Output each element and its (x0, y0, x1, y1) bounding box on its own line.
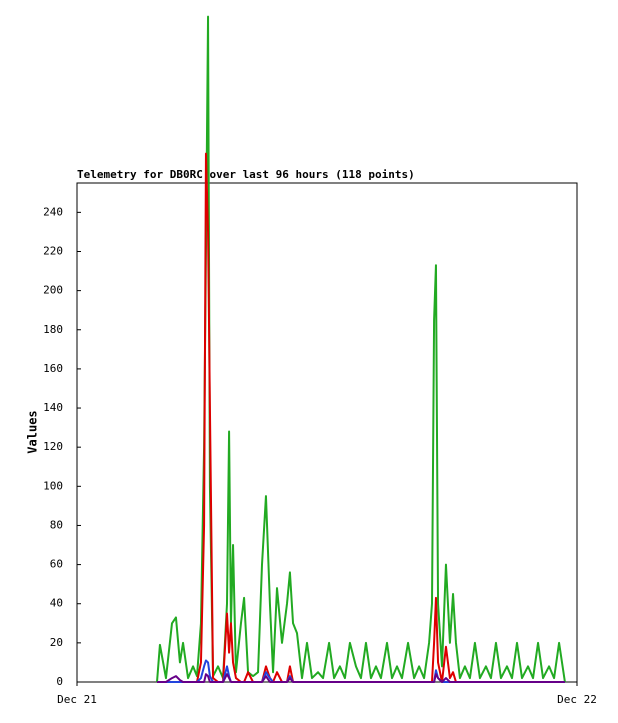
y-tick-label: 220 (43, 244, 63, 257)
y-tick-label: 40 (50, 597, 63, 610)
data-line (156, 15, 566, 683)
y-tick-label: 0 (56, 675, 63, 688)
y-tick-label: 140 (43, 401, 63, 414)
plot-frame (76, 182, 578, 683)
y-tick-label: 120 (43, 440, 63, 453)
y-axis-label: Values (26, 410, 40, 453)
data-line (157, 152, 565, 683)
y-tick-label: 20 (50, 636, 63, 649)
y-tick-label: 180 (43, 323, 63, 336)
y-tick-label: 240 (43, 205, 63, 218)
chart-title: Telemetry for DB0RC over last 96 hours (… (77, 168, 415, 181)
x-tick-label: Dec 22 (557, 693, 597, 706)
y-tick-label: 160 (43, 362, 63, 375)
y-tick-label: 200 (43, 284, 63, 297)
y-tick-label: 80 (50, 518, 63, 531)
x-tick-label: Dec 21 (57, 693, 97, 706)
y-tick-label: 100 (43, 479, 63, 492)
y-tick-label: 60 (50, 558, 63, 571)
data-line (157, 673, 565, 683)
